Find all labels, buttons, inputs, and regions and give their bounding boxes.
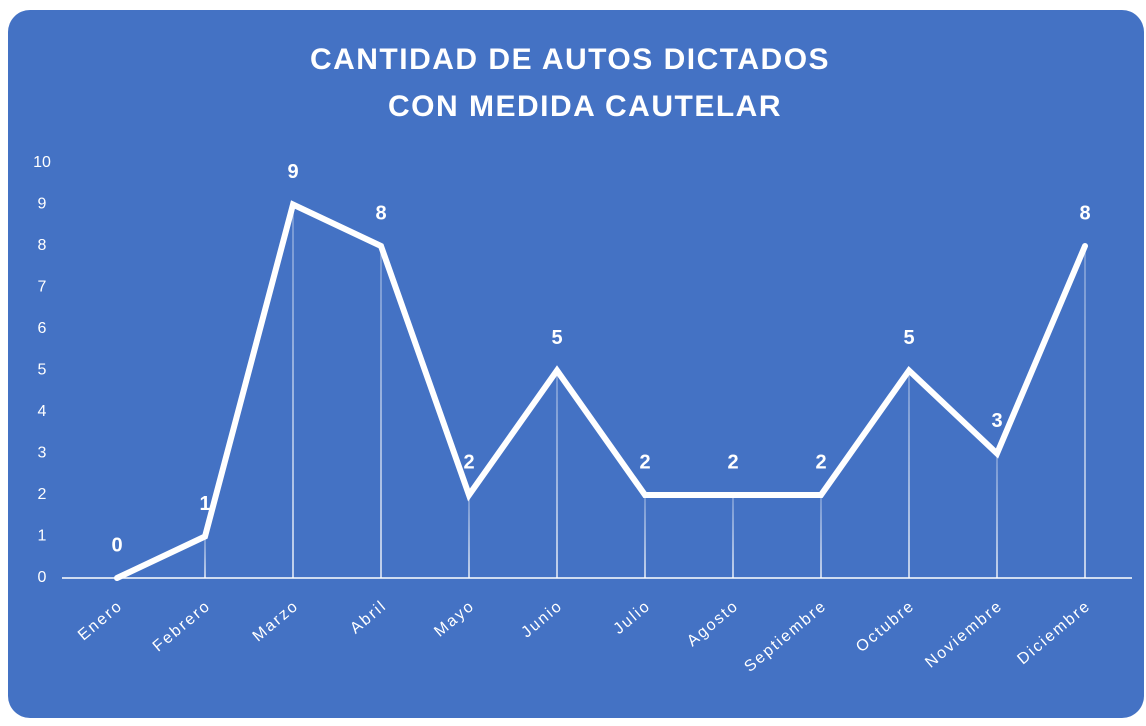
y-tick-label: 6 (38, 320, 47, 337)
data-label: 5 (903, 327, 914, 349)
data-label: 3 (991, 410, 1002, 432)
chart-background (8, 10, 1144, 718)
drop-line (908, 370, 910, 578)
chart-title: CON MEDIDA CAUTELAR (388, 90, 782, 123)
data-label: 8 (1079, 202, 1090, 224)
y-tick-label: 9 (38, 196, 47, 213)
y-tick-label: 0 (38, 569, 47, 586)
y-tick-label: 8 (38, 237, 47, 254)
chart-title: CANTIDAD DE AUTOS DICTADOS (310, 43, 830, 76)
drop-line (204, 536, 206, 578)
y-tick-label: 3 (38, 445, 47, 462)
y-tick-label: 7 (38, 279, 47, 296)
y-tick-label: 10 (33, 154, 51, 171)
y-tick-label: 4 (38, 403, 47, 420)
y-tick-label: 2 (38, 486, 47, 503)
drop-line (1084, 246, 1086, 578)
data-line (114, 200, 1088, 581)
drop-line (556, 370, 558, 578)
data-label: 2 (463, 451, 474, 473)
data-label: 2 (727, 451, 738, 473)
data-label: 1 (199, 493, 210, 515)
drop-line (644, 495, 646, 578)
data-label: 2 (639, 451, 650, 473)
data-label: 9 (287, 161, 298, 183)
y-tick-label: 5 (38, 362, 47, 379)
drop-line (820, 495, 822, 578)
drop-line (996, 453, 998, 578)
drop-line (732, 495, 734, 578)
data-label: 8 (375, 202, 386, 224)
drop-line (292, 204, 294, 578)
drop-line (380, 246, 382, 578)
drop-line (468, 495, 470, 578)
data-label: 2 (815, 451, 826, 473)
data-label: 5 (551, 327, 562, 349)
y-tick-label: 1 (38, 528, 47, 545)
data-label: 0 (111, 534, 122, 556)
